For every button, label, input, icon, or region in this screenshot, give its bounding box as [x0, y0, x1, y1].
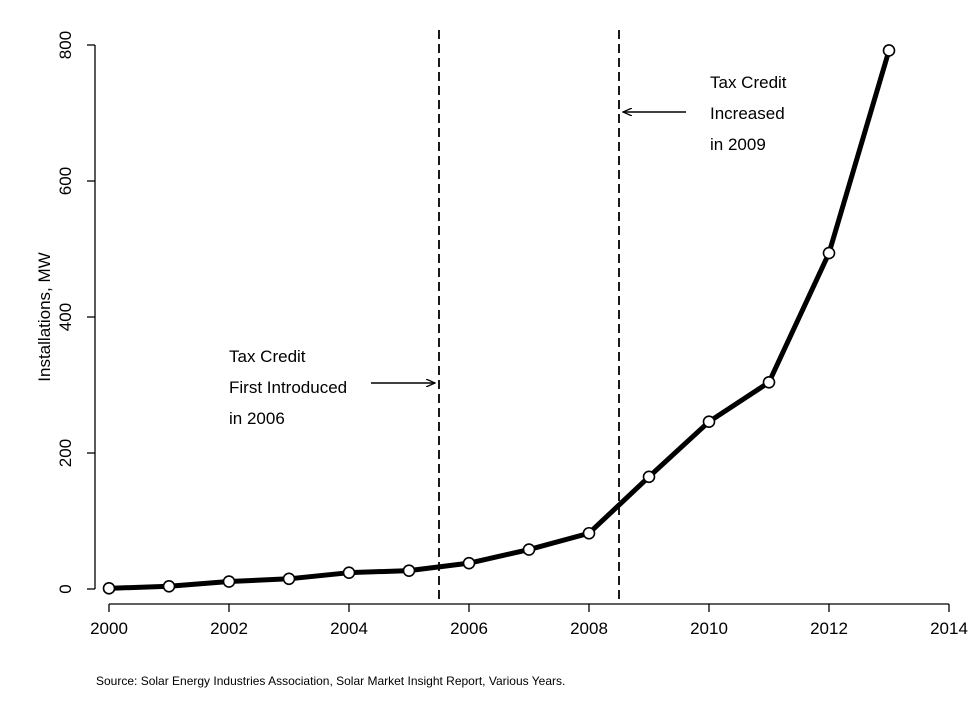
x-tick-label: 2000	[90, 619, 128, 638]
y-tick-label: 200	[56, 439, 75, 467]
annotation-text: Tax Credit	[710, 73, 787, 92]
data-point	[102, 582, 116, 595]
annotation-text: First Introduced	[229, 378, 347, 397]
series-line	[106, 47, 892, 591]
x-tick-label: 2010	[690, 619, 728, 638]
data-point	[822, 246, 836, 260]
data-point	[342, 566, 356, 579]
annotation-text: Tax Credit	[229, 347, 306, 366]
data-point	[882, 44, 896, 57]
data-point	[582, 526, 596, 540]
x-tick-label: 2006	[450, 619, 488, 638]
data-point	[702, 415, 716, 429]
data-point	[522, 543, 536, 556]
axes: 0 200 400 600 800 2000 2002 2004 2006 2008 2010 201…	[35, 31, 968, 638]
annotation-text: in 2009	[710, 135, 766, 154]
data-point	[642, 470, 656, 484]
data-point	[402, 564, 416, 577]
data-point	[282, 572, 296, 586]
annotation-text: Increased	[710, 104, 785, 123]
y-tick-label: 600	[56, 167, 75, 195]
source-note: Source: Solar Energy Industries Associat…	[96, 674, 566, 688]
data-point	[162, 579, 176, 593]
x-tick-label: 2002	[210, 619, 248, 638]
y-tick-label: 800	[56, 31, 75, 59]
annotation: Tax Credit First Introduced in 2006	[229, 347, 435, 428]
y-axis-title: Installations, MW	[35, 252, 54, 381]
reference-lines	[438, 30, 620, 604]
x-tick-label: 2008	[570, 619, 608, 638]
series	[102, 44, 896, 595]
annotation-text: in 2006	[229, 409, 285, 428]
x-tick-label: 2014	[930, 619, 968, 638]
x-tick-label: 2012	[810, 619, 848, 638]
data-point	[462, 556, 476, 570]
annotation: Tax Credit Increased in 2009	[623, 73, 787, 154]
y-tick-label: 0	[56, 584, 75, 593]
y-tick-label: 400	[56, 303, 75, 331]
data-point	[762, 375, 776, 389]
data-point	[222, 575, 236, 588]
x-tick-label: 2004	[330, 619, 368, 638]
